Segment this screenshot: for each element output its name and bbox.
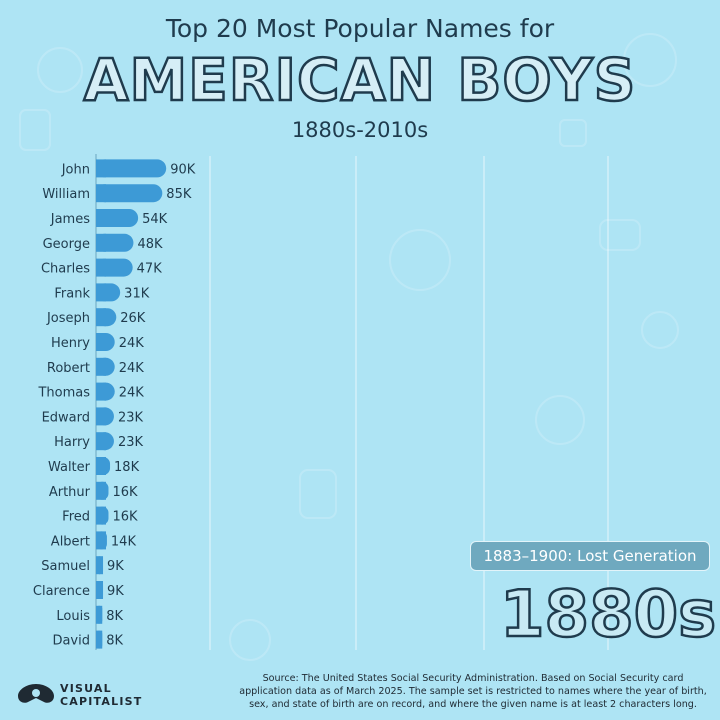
category-label-walter: Walter xyxy=(48,460,91,475)
bar-base-louis xyxy=(96,605,103,624)
bar-base-edward xyxy=(96,407,106,426)
value-label-joseph: 26K xyxy=(120,311,146,326)
bar-base-james xyxy=(96,209,106,227)
bar-base-samuel xyxy=(96,556,104,575)
value-label-walter: 18K xyxy=(114,460,140,475)
category-label-louis: Louis xyxy=(56,609,90,624)
bar-base-joseph xyxy=(96,308,106,327)
value-label-robert: 24K xyxy=(119,361,145,376)
value-label-samuel: 9K xyxy=(107,559,124,574)
value-label-arthur: 16K xyxy=(112,485,138,500)
bar-james xyxy=(96,209,139,227)
category-label-david: David xyxy=(52,634,90,649)
subtitle: 1880s-2010s xyxy=(291,118,429,142)
bar-chart: John 90K William 85K James 54K George 48K Charle… xyxy=(33,154,609,650)
category-label-james: James xyxy=(50,212,90,227)
logo-icon xyxy=(18,684,54,703)
source-note: Source: The United States Social Securit… xyxy=(239,673,707,710)
category-label-edward: Edward xyxy=(42,410,90,425)
category-label-harry: Harry xyxy=(54,435,90,450)
bar-base-arthur xyxy=(96,481,106,500)
category-label-albert: Albert xyxy=(51,534,90,549)
value-label-james: 54K xyxy=(142,212,168,227)
bar-base-william xyxy=(96,184,106,203)
value-label-john: 90K xyxy=(170,162,196,177)
logo-line1: VISUAL xyxy=(60,682,112,695)
category-label-william: William xyxy=(42,187,90,202)
category-label-george: George xyxy=(43,237,90,252)
logo-line2: CAPITALIST xyxy=(60,695,143,708)
bar-base-fred xyxy=(96,506,106,525)
bar-william xyxy=(96,184,163,203)
category-label-arthur: Arthur xyxy=(49,485,91,500)
bar-base-david xyxy=(96,630,103,649)
bar-john xyxy=(96,159,167,178)
bar-base-charles xyxy=(96,258,106,277)
visual-capitalist-logo: VISUAL CAPITALIST xyxy=(16,680,166,710)
value-label-thomas: 24K xyxy=(119,386,145,401)
category-label-samuel: Samuel xyxy=(41,559,90,574)
value-label-henry: 24K xyxy=(119,336,145,351)
year-label: 1880s xyxy=(499,577,718,654)
value-label-albert: 14K xyxy=(111,534,137,549)
value-label-louis: 8K xyxy=(106,609,123,624)
value-label-george: 48K xyxy=(137,237,163,252)
value-label-charles: 47K xyxy=(137,262,163,277)
title-main: AMERICAN BOYS xyxy=(82,45,637,116)
category-label-john: John xyxy=(61,162,90,177)
category-label-charles: Charles xyxy=(41,262,90,277)
bar-base-clarence xyxy=(96,581,104,599)
category-label-joseph: Joseph xyxy=(46,311,90,326)
bar-base-george xyxy=(96,233,106,252)
bar-base-henry xyxy=(96,333,106,351)
value-label-clarence: 9K xyxy=(107,584,124,599)
bar-base-john xyxy=(96,159,106,178)
value-label-harry: 23K xyxy=(118,435,144,450)
title-top: Top 20 Most Popular Names for xyxy=(165,14,555,43)
value-label-william: 85K xyxy=(166,187,192,202)
value-label-frank: 31K xyxy=(124,286,150,301)
bar-base-harry xyxy=(96,432,106,451)
category-label-henry: Henry xyxy=(51,336,90,351)
category-label-robert: Robert xyxy=(47,361,90,376)
category-label-fred: Fred xyxy=(62,510,90,525)
bar-base-robert xyxy=(96,357,106,376)
bar-base-albert xyxy=(96,531,106,550)
value-label-david: 8K xyxy=(106,634,123,649)
category-label-thomas: Thomas xyxy=(37,386,90,401)
category-label-clarence: Clarence xyxy=(33,584,90,599)
era-badge: 1883–1900: Lost Generation xyxy=(470,541,710,571)
category-label-frank: Frank xyxy=(54,286,90,301)
value-label-fred: 16K xyxy=(112,510,138,525)
value-label-edward: 23K xyxy=(118,410,144,425)
bar-base-frank xyxy=(96,283,106,302)
bar-base-walter xyxy=(96,457,106,475)
bar-base-thomas xyxy=(96,382,106,401)
